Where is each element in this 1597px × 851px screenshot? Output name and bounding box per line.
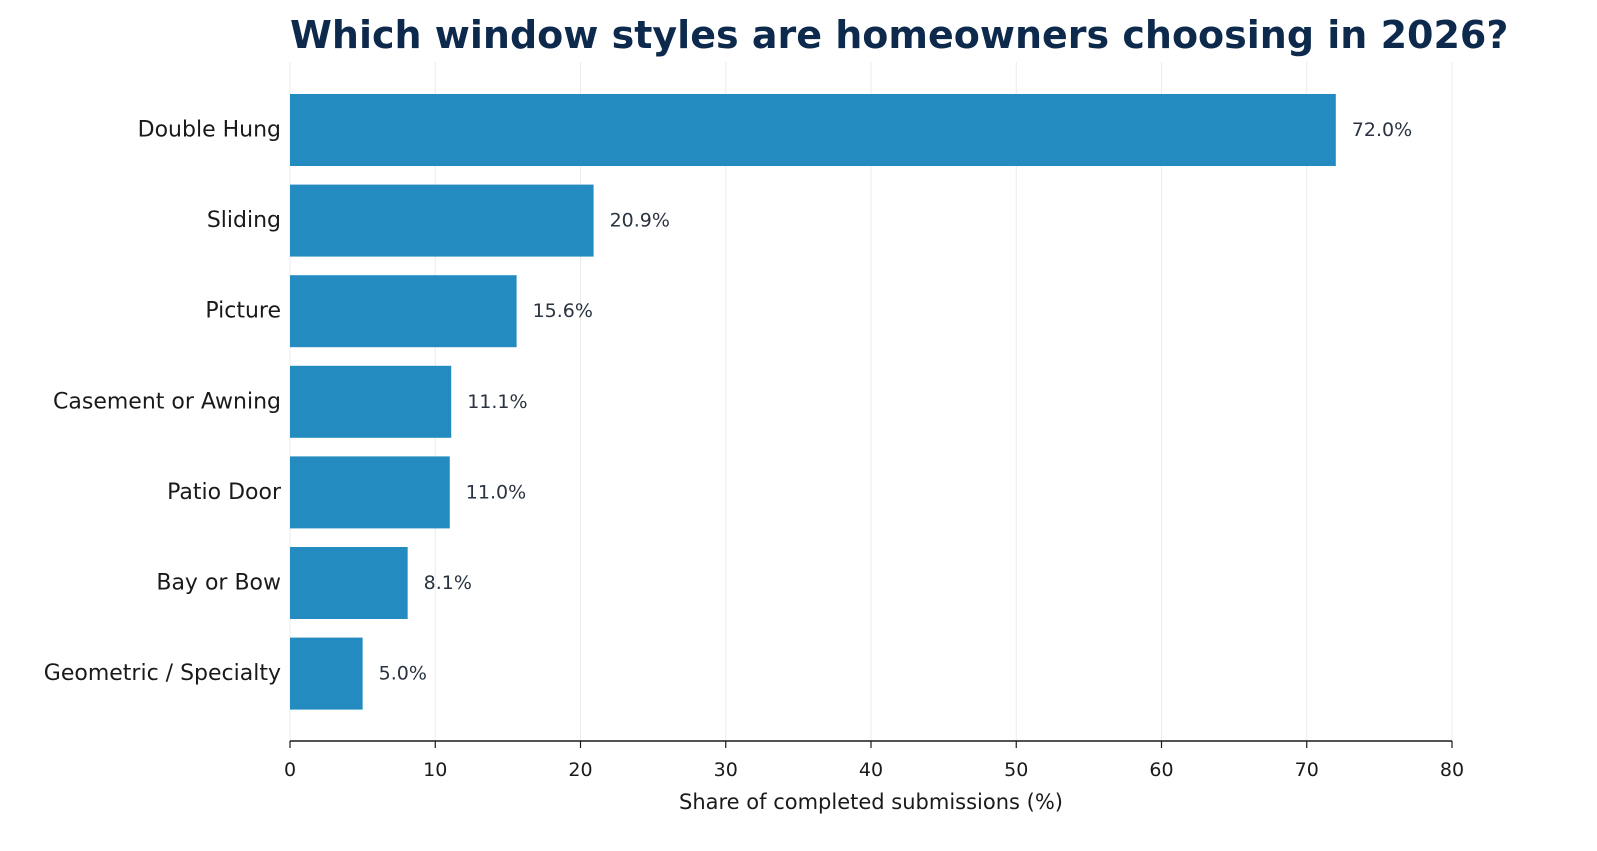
data-label-geometric-specialty: 5.0% <box>379 663 427 685</box>
data-label-sliding: 20.9% <box>610 210 670 232</box>
x-tick-label-70: 70 <box>1295 759 1319 781</box>
x-tick-label-80: 80 <box>1440 759 1464 781</box>
data-label-picture: 15.6% <box>533 300 593 322</box>
category-label-casement-or-awning: Casement or Awning <box>53 389 281 414</box>
category-label-picture: Picture <box>205 299 281 324</box>
bar-double-hung <box>290 94 1336 166</box>
x-tick-label-60: 60 <box>1149 759 1173 781</box>
x-tick-label-10: 10 <box>423 759 447 781</box>
category-label-geometric-specialty: Geometric / Specialty <box>44 661 281 686</box>
bar-sliding <box>290 184 594 257</box>
bar-bay-or-bow <box>290 547 408 619</box>
x-tick-label-50: 50 <box>1004 759 1028 781</box>
category-label-double-hung: Double Hung <box>138 118 281 143</box>
data-label-bay-or-bow: 8.1% <box>424 572 472 594</box>
data-label-casement-or-awning: 11.1% <box>467 391 527 413</box>
category-label-sliding: Sliding <box>207 208 281 233</box>
data-label-double-hung: 72.0% <box>1352 119 1412 141</box>
bars <box>290 94 1336 710</box>
bar-picture <box>290 275 517 348</box>
chart-title: Which window styles are homeowners choos… <box>290 13 1508 57</box>
bar-patio-door <box>290 456 450 529</box>
data-label-patio-door: 11.0% <box>466 481 526 503</box>
x-tick-label-40: 40 <box>859 759 883 781</box>
x-axis-ticks: 0 10 20 30 40 50 60 70 80 <box>284 741 1464 781</box>
x-axis-label: Share of completed submissions (%) <box>679 790 1063 814</box>
category-labels: Double Hung Sliding Picture Casement or Awn… <box>44 118 282 687</box>
gridlines <box>289 62 1453 741</box>
data-labels: 72.0% 20.9% 15.6% 11.1% 11.0% 8.1% 5.0% <box>379 119 1413 685</box>
category-label-bay-or-bow: Bay or Bow <box>156 571 281 596</box>
x-tick-label-0: 0 <box>284 759 296 781</box>
x-tick-label-20: 20 <box>568 759 592 781</box>
x-tick-label-30: 30 <box>714 759 738 781</box>
category-label-patio-door: Patio Door <box>167 480 282 505</box>
bar-geometric-specialty <box>290 637 363 710</box>
bar-casement-or-awning <box>290 365 452 438</box>
